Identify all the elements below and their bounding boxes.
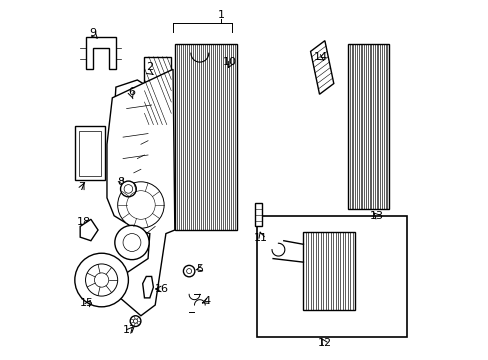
Polygon shape: [142, 276, 153, 298]
Text: 13: 13: [369, 211, 383, 221]
Polygon shape: [144, 57, 171, 125]
Circle shape: [94, 273, 108, 287]
Text: 16: 16: [154, 284, 168, 294]
Text: 7: 7: [78, 182, 85, 192]
Circle shape: [115, 225, 149, 260]
Text: 18: 18: [77, 217, 91, 227]
Text: 17: 17: [122, 325, 136, 335]
Circle shape: [118, 182, 164, 228]
Polygon shape: [80, 219, 98, 241]
Text: 1: 1: [217, 10, 224, 20]
Circle shape: [121, 181, 136, 197]
Circle shape: [75, 253, 128, 307]
Text: 6: 6: [128, 87, 135, 98]
Text: 14: 14: [314, 52, 328, 62]
Text: 5: 5: [196, 264, 203, 274]
Polygon shape: [107, 69, 175, 316]
Text: 4: 4: [203, 296, 210, 306]
Circle shape: [85, 264, 118, 296]
Text: 2: 2: [146, 63, 153, 72]
Polygon shape: [257, 216, 406, 337]
Text: 12: 12: [317, 338, 331, 348]
Circle shape: [123, 234, 141, 251]
Polygon shape: [112, 80, 165, 187]
Text: 15: 15: [80, 298, 93, 308]
Polygon shape: [303, 232, 354, 310]
Polygon shape: [310, 41, 333, 94]
Text: 10: 10: [223, 57, 237, 67]
Text: 8: 8: [118, 177, 124, 187]
Polygon shape: [85, 37, 116, 69]
Circle shape: [133, 319, 138, 323]
Polygon shape: [75, 126, 105, 180]
Text: 3: 3: [134, 223, 141, 233]
Polygon shape: [254, 203, 262, 226]
Polygon shape: [347, 44, 388, 208]
Circle shape: [130, 316, 141, 327]
Text: 9: 9: [89, 28, 97, 38]
Circle shape: [183, 265, 194, 277]
Text: 11: 11: [254, 233, 268, 243]
Circle shape: [186, 269, 191, 274]
Polygon shape: [175, 44, 237, 230]
